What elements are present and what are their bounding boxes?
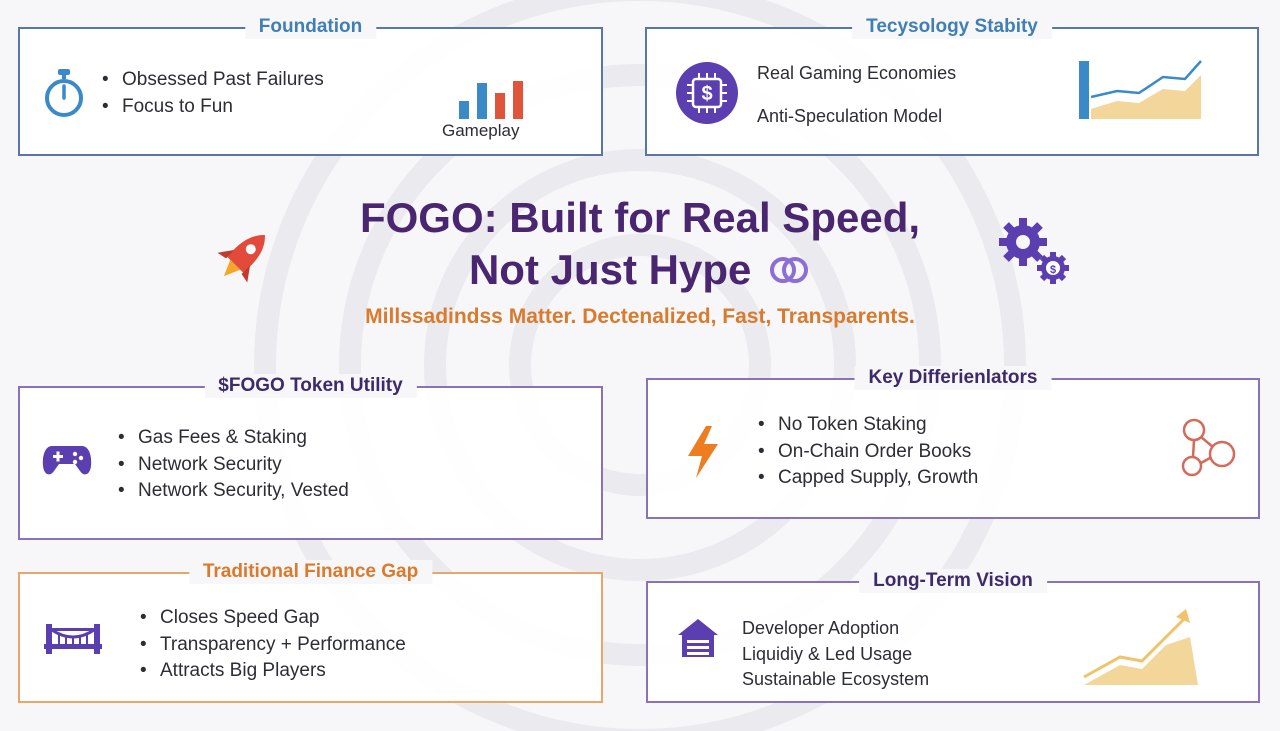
house-icon <box>678 619 718 657</box>
list-item: Obsessed Past Failures <box>100 67 324 94</box>
growth-chart-icon <box>1083 609 1198 685</box>
list-item: No Token Staking <box>756 412 978 439</box>
token-utility-title: $FOGO Token Utility <box>204 374 417 398</box>
link-icon <box>770 257 809 283</box>
subtitle: Millssadindss Matter. Dectenalized, Fast… <box>365 305 915 328</box>
dollar-chip-icon: $ <box>676 62 738 124</box>
vision-panel: Long-Term Vision Developer Adoption Liqu… <box>646 569 1260 703</box>
stopwatch-icon <box>45 69 83 117</box>
list-item: Network Security, Vested <box>116 478 349 505</box>
token-utility-panel: $FOGO Token Utility Gas Fees & Staking N… <box>18 374 603 540</box>
list-item: Liquidiy & Led Usage <box>742 643 913 664</box>
gameplay-label: Gameplay <box>442 121 520 140</box>
list-item: Closes Speed Gap <box>138 605 406 632</box>
svg-text:$: $ <box>1050 264 1056 276</box>
list-item: Developer Adoption <box>742 618 900 638</box>
finance-gap-title: Traditional Finance Gap <box>188 560 433 584</box>
technology-title: Tecysology Stabity <box>852 15 1052 39</box>
list-item: Capped Supply, Growth <box>756 465 978 492</box>
differentiators-title: Key Differienlators <box>854 366 1052 390</box>
list-item: Network Security <box>116 452 349 479</box>
title-line-2: Not Just Hype <box>250 244 1030 296</box>
list-item: Transparency + Performance <box>138 632 406 659</box>
title-line-1: FOGO: Built for Real Speed, <box>359 194 921 241</box>
bridge-icon <box>44 624 102 654</box>
list-item: Anti-Speculation Model <box>757 106 943 126</box>
list-item: Real Gaming Economies <box>757 63 957 83</box>
list-item: On-Chain Order Books <box>756 439 978 466</box>
technology-panel: Tecysology Stabity $ Real Gaming Economi… <box>645 15 1259 156</box>
vision-title: Long-Term Vision <box>859 569 1047 593</box>
rocket-icon <box>217 235 265 283</box>
page-title: FOGO: Built for Real Speed, Not Just Hyp… <box>250 192 1030 296</box>
list-item: Gas Fees & Staking <box>116 425 349 452</box>
svg-text:$: $ <box>701 83 712 105</box>
foundation-panel: Foundation Obsessed Past Failures Focus … <box>18 15 603 156</box>
finance-gap-panel: Traditional Finance Gap Closes Speed Gap… <box>18 560 603 703</box>
foundation-title: Foundation <box>244 15 377 39</box>
area-chart-icon <box>1079 60 1202 119</box>
differentiators-panel: Key Differienlators No Token Staking On-… <box>646 366 1260 519</box>
lightning-icon <box>688 426 718 478</box>
list-item: Attracts Big Players <box>138 658 406 685</box>
list-item: Focus to Fun <box>100 94 324 121</box>
title-line-2-text: Not Just Hype <box>468 246 752 293</box>
gamepad-icon <box>42 446 92 475</box>
gears-icon: $ <box>999 218 1069 284</box>
bar-chart-icon <box>459 81 523 119</box>
list-item: Sustainable Ecosystem <box>742 669 930 689</box>
network-nodes-icon <box>1181 418 1236 477</box>
